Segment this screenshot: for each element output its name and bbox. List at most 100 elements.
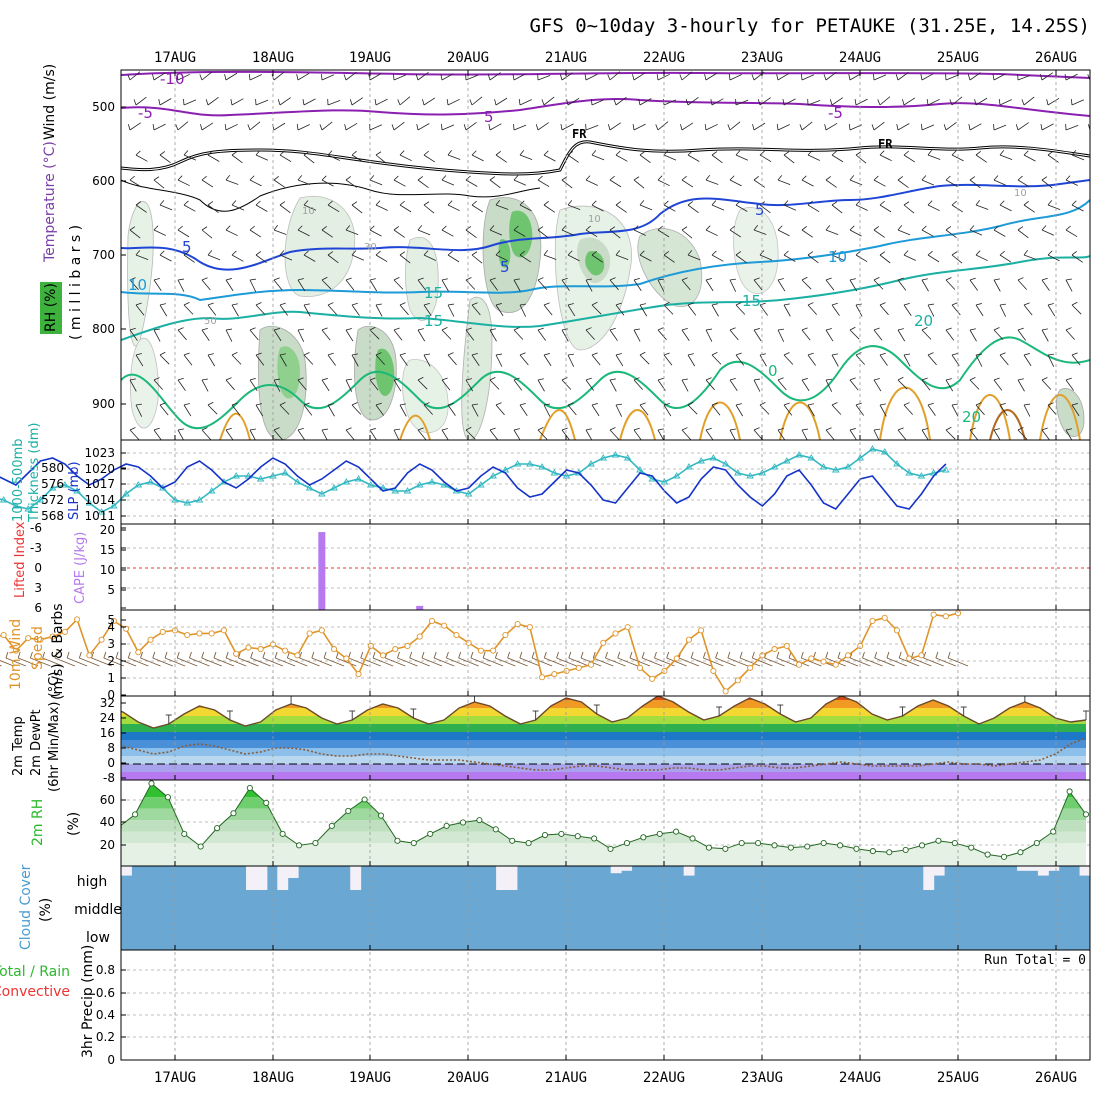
- upper-barb-flag: [177, 175, 183, 181]
- upper-barb: [849, 279, 858, 292]
- upper-barb-flag: [535, 124, 539, 131]
- upper-barb-flag: [224, 124, 227, 131]
- upper-ylabel-rh: RH (%): [43, 283, 59, 332]
- upper-barb: [633, 379, 643, 390]
- upper-barb-flag: [753, 328, 760, 331]
- upper-barb: [1041, 229, 1055, 236]
- upper-barb: [783, 98, 796, 106]
- axis-tick-label: 5: [107, 613, 115, 627]
- upper-barb: [735, 254, 747, 263]
- upper-barb-flag: [1017, 175, 1023, 181]
- upper-barb: [879, 354, 888, 366]
- thickness-line-point: [146, 478, 155, 485]
- upper-barb-flag: [753, 378, 760, 381]
- upper-barb: [423, 154, 436, 163]
- upper-barb: [417, 429, 427, 440]
- upper-barb: [225, 72, 238, 81]
- upper-barb: [711, 354, 722, 365]
- upper-barb-flag: [993, 175, 999, 181]
- upper-barb-flag: [537, 327, 544, 331]
- upper-barb-flag: [849, 278, 856, 281]
- upper-barb: [297, 379, 307, 391]
- upper-barb-flag: [729, 225, 735, 231]
- rh-point: [853, 845, 860, 852]
- slp-series: [0, 445, 950, 515]
- wind10-line-point: [404, 642, 411, 650]
- upper-barb: [519, 254, 532, 263]
- upper-barb-flag: [1023, 150, 1029, 156]
- upper-barb: [687, 254, 701, 261]
- axis-tick-label: 1011: [84, 509, 115, 523]
- upper-barb: [1041, 179, 1053, 189]
- wind10-line-point: [563, 667, 570, 675]
- upper-barb: [519, 304, 527, 317]
- upper-barb: [327, 404, 335, 417]
- upper-barb: [969, 179, 981, 189]
- upper-barb-flag: [926, 99, 929, 106]
- upper-barb: [849, 73, 862, 81]
- upper-barb: [297, 124, 310, 131]
- upper-barb: [951, 254, 963, 264]
- wind10-line-point: [722, 688, 729, 695]
- upper-barb: [465, 74, 479, 81]
- upper-barb-flag: [255, 302, 262, 306]
- upper-contour-labels: -10 -5 5 -5 5 10 15 10 15 15 20 0 20 5 5: [128, 70, 981, 426]
- upper-barb-flag: [968, 124, 971, 131]
- wind10-line-point: [110, 617, 117, 624]
- upper-barb-flag: [782, 99, 785, 106]
- upper-barb-flag: [711, 352, 718, 356]
- upper-barb-flag: [513, 175, 519, 181]
- wind10-barb: [385, 657, 406, 667]
- upper-barb: [177, 379, 186, 391]
- upper-barb-flag: [800, 73, 803, 81]
- upper-barb: [369, 179, 383, 186]
- wind10-barb-flag: [213, 651, 217, 659]
- upper-barb: [729, 279, 737, 292]
- wind10-barb: [91, 657, 112, 667]
- wind10-barb-flag: [800, 651, 804, 659]
- upper-barb-flag: [399, 352, 406, 356]
- upper-barb-flag: [685, 99, 689, 106]
- upper-barb: [273, 429, 283, 440]
- upper-barb: [897, 429, 907, 440]
- cloud-panel: high middle low Cloud Cover (%): [18, 864, 1091, 951]
- upper-barb-flag: [489, 377, 496, 381]
- upper-barb: [945, 429, 956, 440]
- upper-barb: [345, 279, 355, 291]
- upper-barb: [159, 254, 172, 262]
- thickness-line-point: [305, 484, 314, 491]
- upper-barb: [921, 329, 932, 340]
- upper-barb-flag: [159, 151, 166, 156]
- upper-barb-flag: [279, 201, 286, 206]
- upper-barb: [375, 404, 384, 416]
- upper-barb: [687, 154, 700, 162]
- date-label-bottom: 21AUG: [545, 1070, 587, 1086]
- upper-barb-flag: [465, 226, 472, 231]
- upper-barb-flag: [1023, 200, 1029, 206]
- wind10-barb: [947, 657, 969, 667]
- upper-barb-flag: [735, 352, 742, 356]
- wind10-line-point: [783, 642, 790, 650]
- thickness-line-point: [942, 466, 950, 473]
- upper-barb-flag: [279, 302, 286, 306]
- upper-barb-flag: [609, 277, 616, 281]
- upper-barb-flag: [207, 353, 214, 356]
- thickness-line-point: [538, 463, 546, 470]
- upper-barb: [831, 304, 840, 316]
- upper-barb: [705, 279, 714, 292]
- upper-barb: [375, 304, 383, 317]
- upper-barb: [447, 304, 455, 317]
- upper-barb-flag: [566, 99, 569, 106]
- upper-barb-flag: [297, 427, 304, 431]
- upper-barb: [897, 72, 909, 81]
- rh-band: [121, 783, 1086, 798]
- upper-barb: [297, 429, 306, 440]
- upper-barb-flag: [567, 200, 573, 206]
- rh-point: [574, 833, 581, 840]
- upper-barb-flag: [560, 124, 563, 131]
- wind10-barb-flag: [66, 651, 70, 659]
- upper-barb: [993, 379, 1003, 391]
- upper-barb: [735, 99, 749, 106]
- wind10-barb-flag: [776, 651, 780, 659]
- thickness-line-point: [342, 478, 351, 485]
